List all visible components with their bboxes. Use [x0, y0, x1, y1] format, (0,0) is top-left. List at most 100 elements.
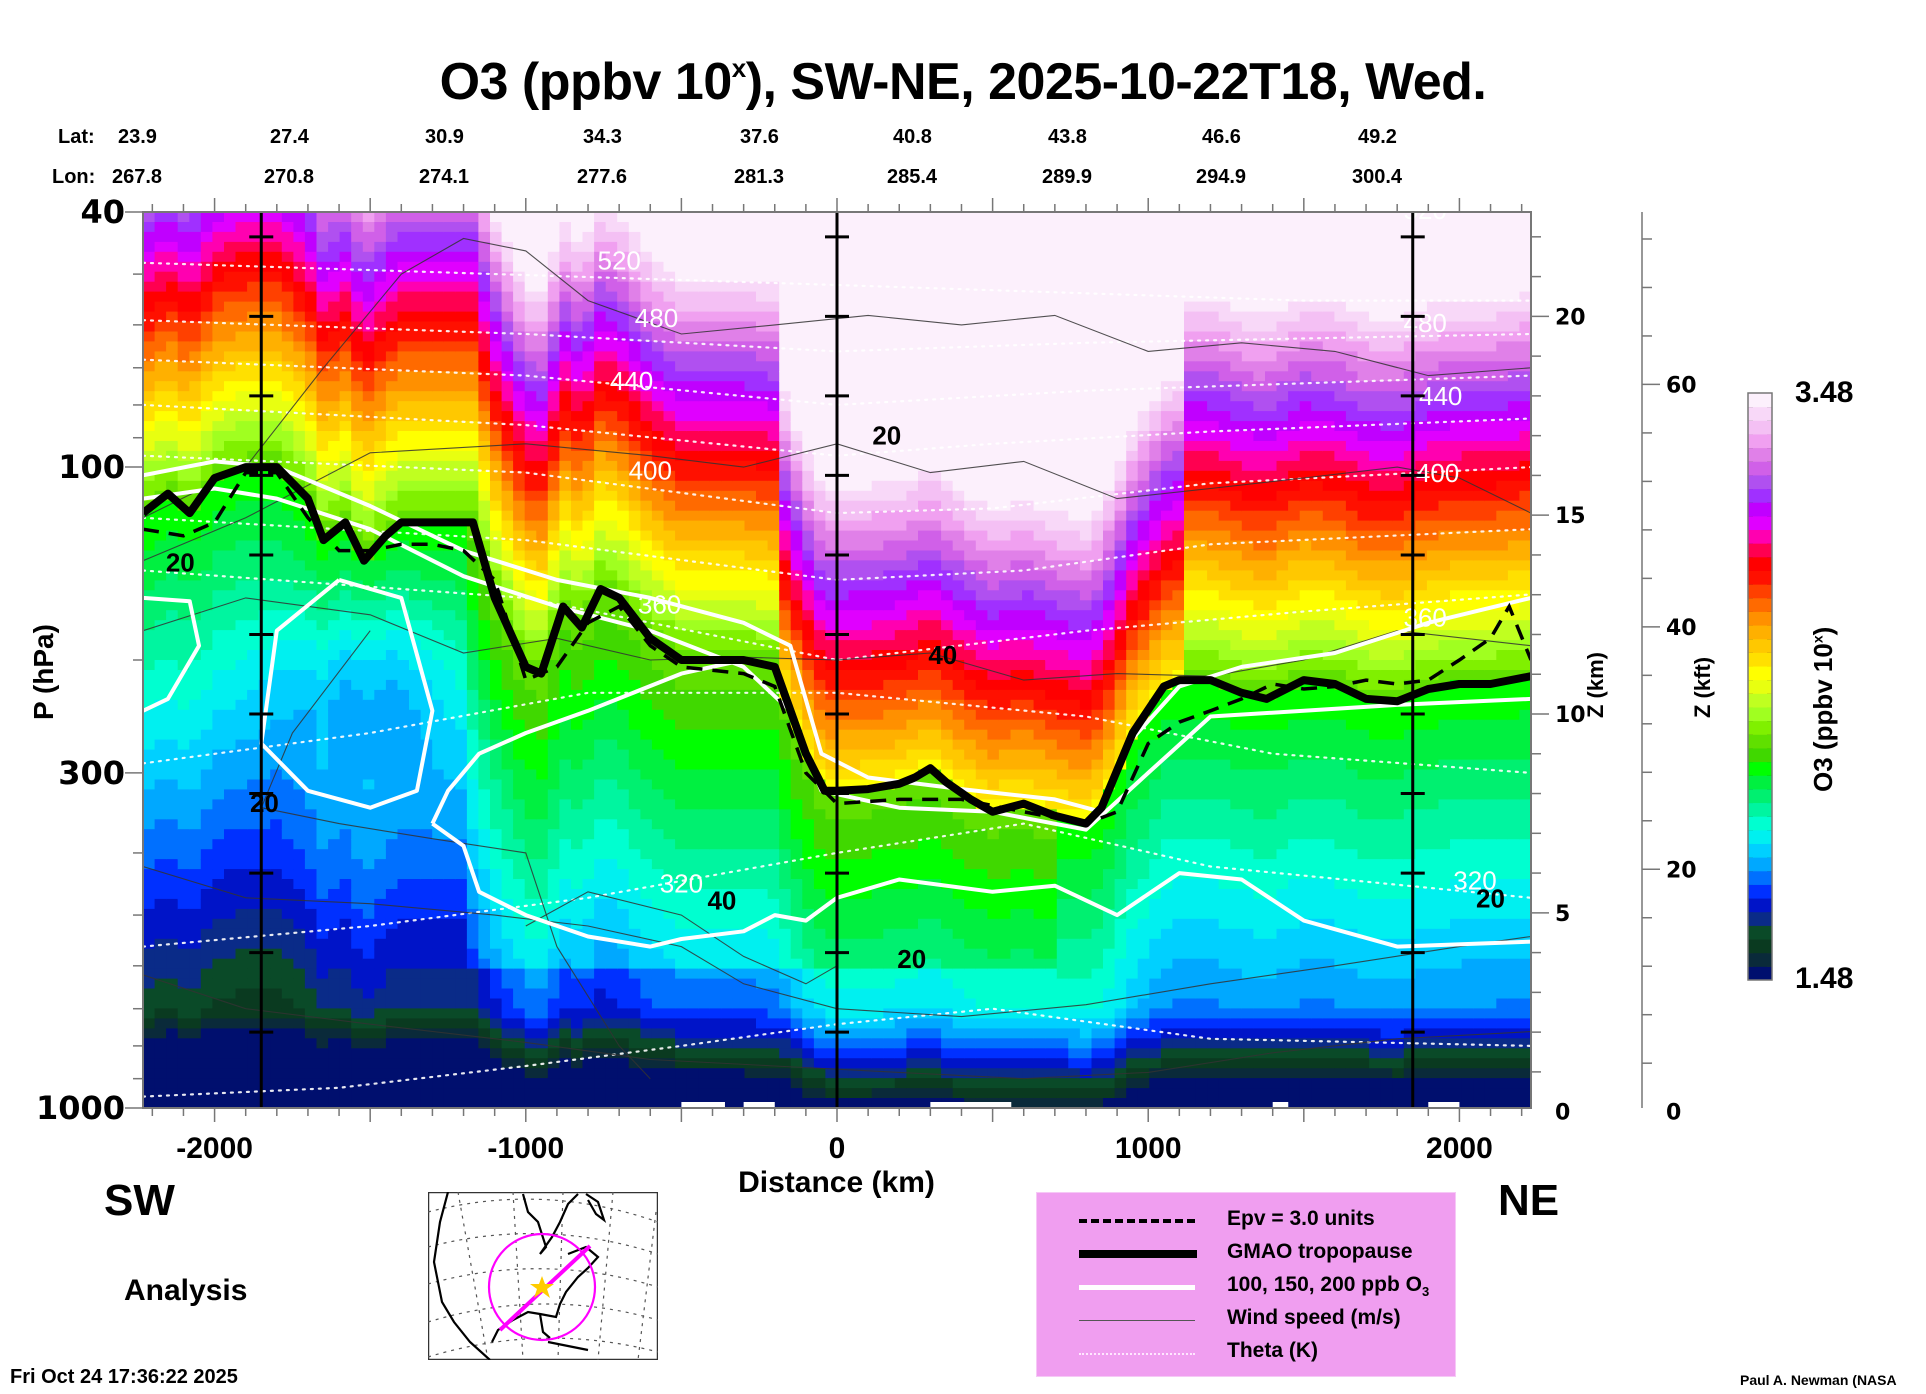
- field-cell: [651, 709, 665, 721]
- field-cell: [547, 421, 561, 432]
- field-cell: [582, 530, 595, 542]
- field-cell: [177, 978, 191, 990]
- field-cell: [304, 650, 318, 661]
- field-cell: [247, 719, 260, 731]
- field-cell: [362, 719, 376, 731]
- field-cell: [617, 381, 630, 392]
- field-cell: [640, 1048, 653, 1060]
- field-cell: [409, 490, 422, 502]
- field-cell: [212, 600, 225, 612]
- field-cell: [293, 719, 306, 731]
- field-cell: [351, 918, 364, 930]
- field-cell: [490, 1058, 503, 1069]
- field-cell: [571, 1038, 584, 1050]
- field-cell: [189, 212, 202, 223]
- field-cell: [617, 212, 630, 223]
- field-cell: [397, 859, 410, 870]
- field-cell: [351, 759, 364, 771]
- field-cell: [397, 1068, 410, 1079]
- field-cell: [490, 560, 503, 572]
- field-cell: [397, 879, 410, 890]
- field-cell: [455, 560, 468, 572]
- field-cell: [409, 729, 422, 741]
- field-cell: [490, 789, 503, 801]
- field-cell: [409, 670, 422, 681]
- field-cell: [304, 660, 318, 671]
- field-cell: [686, 779, 699, 791]
- field-cell: [478, 431, 491, 442]
- field-cell: [524, 530, 538, 542]
- field-cell: [478, 212, 491, 223]
- field-cell: [339, 699, 352, 711]
- field-cell: [177, 699, 191, 711]
- field-cell: [154, 948, 167, 960]
- field-cell: [490, 261, 503, 273]
- field-cell: [547, 261, 561, 273]
- field-cell: [640, 500, 653, 512]
- field-cell: [316, 829, 329, 840]
- field-cell: [478, 749, 491, 761]
- field-cell: [143, 391, 156, 402]
- field-cell: [154, 779, 167, 791]
- field-cell: [258, 1048, 272, 1060]
- field-cell: [455, 341, 468, 353]
- field-cell: [663, 431, 676, 442]
- field-cell: [304, 550, 318, 562]
- field-cell: [767, 470, 780, 482]
- field-cell: [767, 590, 780, 602]
- field-cell: [594, 480, 607, 492]
- field-cell: [628, 261, 642, 273]
- field-cell: [362, 441, 376, 452]
- field-cell: [270, 689, 283, 701]
- field-cell: [247, 1058, 260, 1069]
- field-cell: [605, 719, 619, 731]
- field-cell: [432, 1018, 445, 1030]
- field-cell: [490, 879, 503, 890]
- field-cell: [744, 540, 757, 552]
- field-cell: [281, 391, 295, 402]
- field-cell: [732, 908, 746, 920]
- field-cell: [224, 241, 237, 253]
- field-cell: [304, 889, 318, 900]
- field-cell: [351, 361, 364, 373]
- field-cell: [547, 779, 561, 791]
- field-cell: [409, 958, 422, 970]
- field-cell: [513, 1028, 526, 1040]
- field-cell: [547, 908, 561, 920]
- field-cell: [397, 689, 410, 701]
- field-cell: [628, 490, 642, 502]
- field-cell: [385, 988, 399, 1000]
- field-cell: [189, 351, 202, 363]
- field-cell: [281, 311, 295, 323]
- field-cell: [224, 640, 237, 651]
- field-cell: [582, 769, 595, 781]
- field-cell: [547, 291, 561, 303]
- field-cell: [559, 311, 572, 323]
- field-cell: [490, 998, 503, 1010]
- field-cell: [686, 1058, 699, 1069]
- field-cell: [709, 968, 723, 980]
- field-cell: [490, 441, 503, 452]
- field-cell: [605, 411, 619, 422]
- field-cell: [385, 271, 399, 283]
- field-cell: [582, 938, 595, 950]
- field-cell: [524, 988, 538, 1000]
- field-cell: [756, 1058, 769, 1069]
- field-cell: [177, 222, 191, 233]
- field-cell: [721, 610, 734, 621]
- field-cell: [351, 699, 364, 711]
- field-cell: [351, 988, 364, 1000]
- field-cell: [409, 1098, 422, 1108]
- field-cell: [686, 968, 699, 980]
- field-cell: [709, 859, 723, 870]
- field-cell: [732, 411, 746, 422]
- field-cell: [536, 889, 549, 900]
- field-cell: [270, 331, 283, 343]
- field-cell: [224, 978, 237, 990]
- field-cell: [385, 879, 399, 890]
- field-cell: [374, 281, 387, 293]
- field-cell: [189, 331, 202, 343]
- field-cell: [478, 351, 491, 363]
- field-cell: [154, 570, 167, 582]
- field-cell: [432, 401, 445, 412]
